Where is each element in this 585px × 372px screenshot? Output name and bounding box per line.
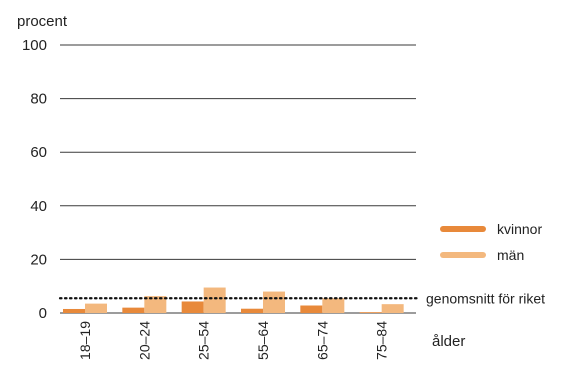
x-tick-label-2: 25–54 xyxy=(196,321,212,360)
bar-kvinnor-2 xyxy=(181,301,204,313)
bar-kvinnor-3 xyxy=(241,308,263,313)
grid-layer xyxy=(60,44,416,314)
legend: kvinnor män xyxy=(440,221,542,263)
x-tick-label-5: 75–84 xyxy=(374,321,390,360)
bar-man-0 xyxy=(85,303,107,313)
x-tick-label-0: 18–19 xyxy=(77,321,93,360)
y-tick-label-0: 0 xyxy=(39,305,47,322)
bar-man-1 xyxy=(144,296,167,313)
x-tick-label-4: 65–74 xyxy=(314,321,330,360)
reference-line-label: genomsnitt för riket xyxy=(426,290,545,306)
bar-kvinnor-0 xyxy=(63,308,85,313)
y-tick-label-80: 80 xyxy=(30,91,47,108)
y-tick-label-60: 60 xyxy=(30,144,47,161)
y-tick-label-40: 40 xyxy=(30,198,47,215)
x-axis-title: ålder xyxy=(432,333,465,350)
bar-kvinnor-5 xyxy=(359,312,382,313)
bar-man-4 xyxy=(322,298,345,313)
y-axis-title: procent xyxy=(17,13,68,30)
x-tick-label-1: 20–24 xyxy=(136,321,152,360)
bar-layer xyxy=(63,287,404,313)
bar-man-5 xyxy=(381,304,404,313)
x-tick-label-3: 55–64 xyxy=(255,321,271,360)
y-tick-label-20: 20 xyxy=(30,251,47,268)
legend-label-kvinnor: kvinnor xyxy=(497,221,542,237)
label-layer: 0 20 40 60 80 100 18–19 20–24 25–54 55–64 65–74 75–… xyxy=(22,37,545,360)
bar-kvinnor-4 xyxy=(300,305,323,313)
bar-man-3 xyxy=(263,291,285,313)
y-tick-label-100: 100 xyxy=(22,37,47,54)
bar-man-2 xyxy=(203,287,226,313)
bar-kvinnor-1 xyxy=(122,307,145,313)
legend-label-man: män xyxy=(497,247,524,263)
